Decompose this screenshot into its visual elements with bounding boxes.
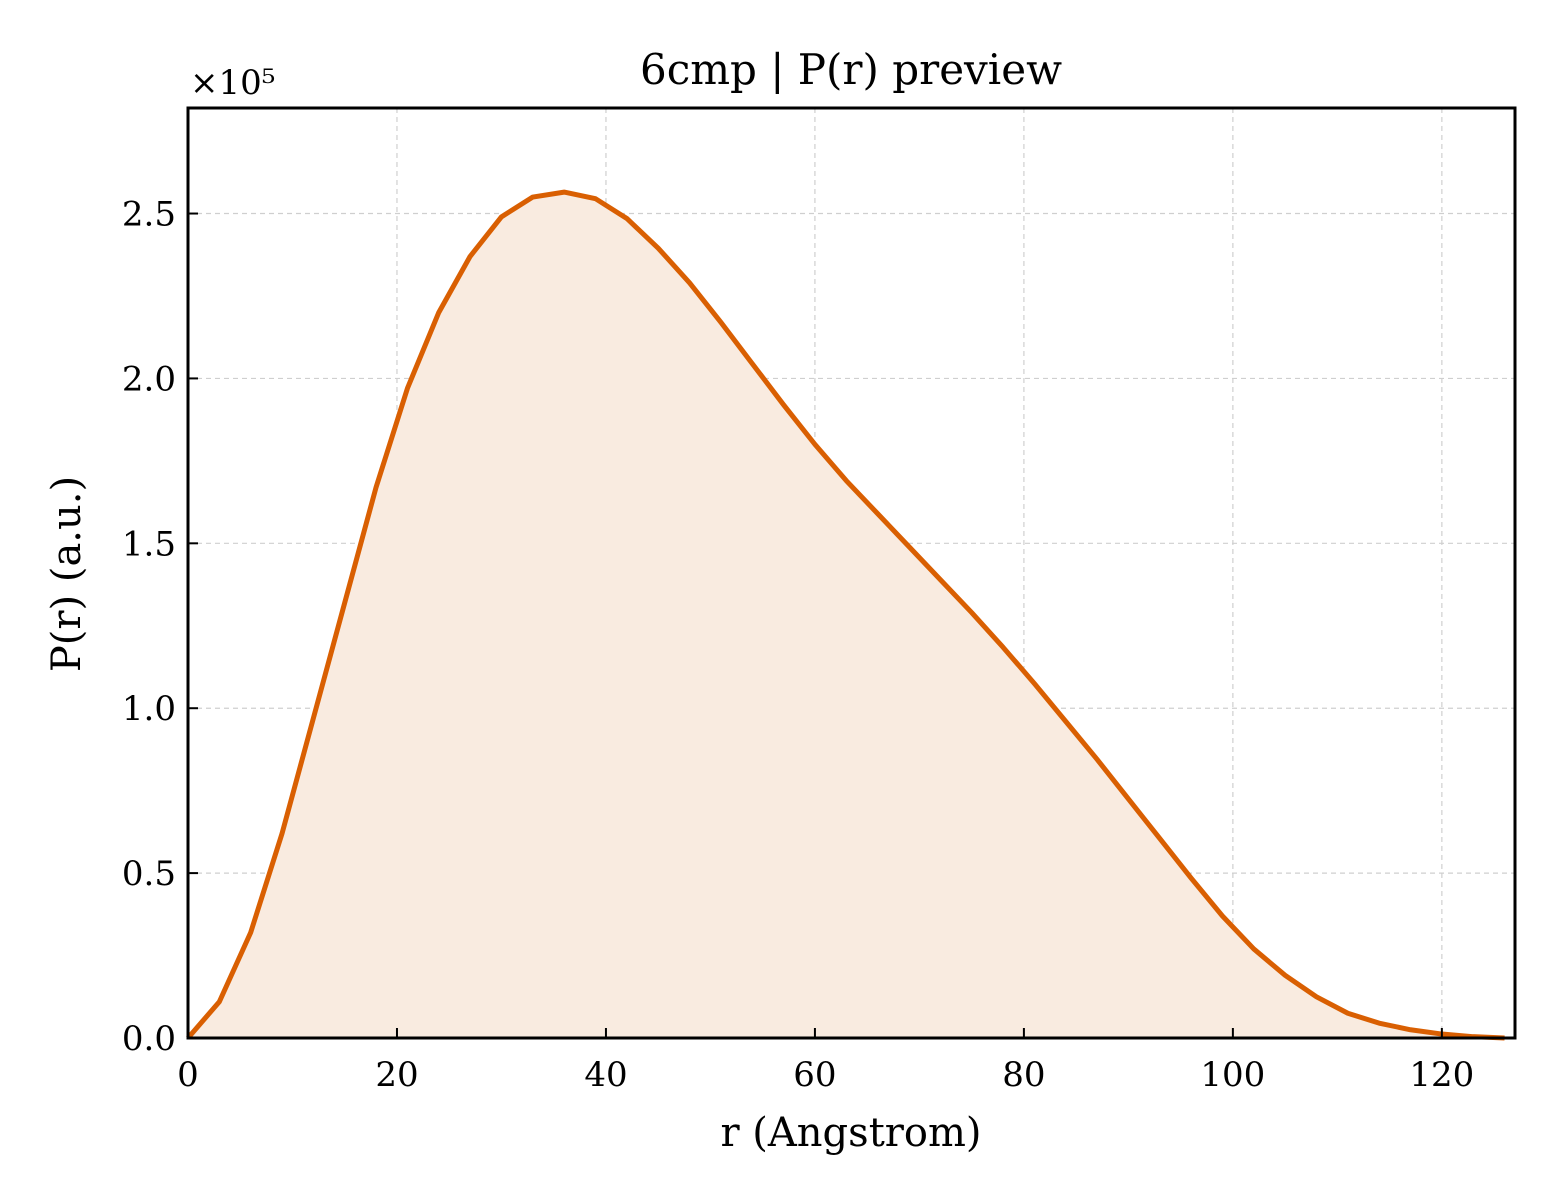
x-tick-label: 0 <box>177 1055 199 1095</box>
y-tick-label: 0.5 <box>122 854 176 894</box>
x-tick-label: 60 <box>793 1055 836 1095</box>
y-axis-label: P(r) (a.u.) <box>44 476 90 672</box>
chart-title: 6cmp | P(r) preview <box>640 45 1062 94</box>
x-tick-label: 40 <box>584 1055 627 1095</box>
y-multiplier-label: ×10⁵ <box>190 63 275 103</box>
x-tick-label: 80 <box>1002 1055 1045 1095</box>
pr-area-fill <box>188 192 1505 1039</box>
axis-ticks: 0 20 40 60 80 100 120 0.0 0.5 1.0 1.5 2.0 2.5 <box>122 195 1474 1095</box>
plot-frame <box>186 106 1517 1040</box>
pr-series-line <box>186 189 1505 1041</box>
y-tick-label: 2.5 <box>122 195 176 235</box>
y-tick-label: 1.0 <box>122 689 176 729</box>
y-tick-label: 2.0 <box>122 359 176 399</box>
x-tick-label: 120 <box>1409 1055 1474 1095</box>
x-tick-label: 20 <box>375 1055 418 1095</box>
x-tick-label: 100 <box>1200 1055 1265 1095</box>
x-axis-label: r (Angstrom) <box>720 1110 981 1156</box>
y-tick-label: 1.5 <box>122 524 176 564</box>
y-tick-label: 0.0 <box>122 1019 176 1059</box>
